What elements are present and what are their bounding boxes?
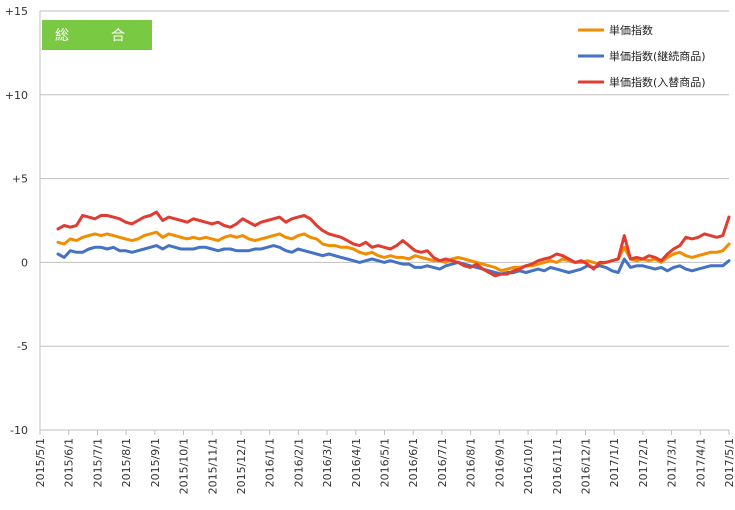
title-badge-background — [42, 20, 152, 50]
y-tick-label: +10 — [5, 89, 28, 102]
legend-label-3: 単価指数(入替商品) — [609, 75, 706, 89]
x-tick-label: 2017/5/1 — [723, 438, 735, 487]
x-tick-label: 2016/8/1 — [465, 438, 478, 487]
x-tick-label: 2015/10/1 — [178, 438, 191, 494]
x-tick-label: 2015/6/1 — [63, 438, 76, 487]
x-tick-label: 2016/1/1 — [264, 438, 277, 487]
y-axis-ticks: +15 +10 +5 0 -5 -10 — [5, 5, 28, 437]
legend-label-1: 単価指数 — [609, 23, 653, 37]
x-axis-ticks: 2015/5/1 2015/6/1 2015/7/1 2015/8/1 2015/9/1… — [34, 438, 735, 494]
x-tick-label: 2017/4/1 — [694, 438, 707, 487]
gridlines — [39, 10, 730, 435]
x-tick-label: 2016/2/1 — [292, 438, 305, 487]
series-line-3 — [56, 210, 731, 278]
x-tick-label: 2015/12/1 — [235, 438, 248, 494]
x-tick-label: 2016/12/1 — [579, 438, 592, 494]
y-tick-label: +5 — [12, 173, 28, 186]
x-tick-label: 2017/1/1 — [608, 438, 621, 487]
x-tick-label: 2015/8/1 — [120, 438, 133, 487]
y-tick-label: -10 — [10, 424, 28, 437]
x-tick-label: 2015/9/1 — [149, 438, 162, 487]
y-tick-label: -5 — [17, 340, 28, 353]
x-tick-label: 2015/5/1 — [34, 438, 47, 487]
y-tick-label: 0 — [21, 256, 28, 269]
legend-label-2: 単価指数(継続商品) — [609, 49, 706, 63]
x-tick-label: 2016/10/1 — [522, 438, 535, 494]
x-tick-label: 2016/6/1 — [407, 438, 420, 487]
x-tick-label: 2016/3/1 — [321, 438, 334, 487]
series-line-2 — [56, 244, 731, 276]
series-lines — [56, 210, 731, 278]
title-badge: 総 合 — [42, 20, 152, 50]
x-tick-label: 2016/9/1 — [493, 438, 506, 487]
x-tick-label: 2015/7/1 — [91, 438, 104, 487]
x-tick-label: 2015/11/1 — [206, 438, 219, 494]
x-tick-label: 2016/11/1 — [551, 438, 564, 494]
chart-title: 総 合 — [55, 28, 139, 44]
x-tick-label: 2016/7/1 — [436, 438, 449, 487]
y-tick-label: +15 — [5, 5, 28, 18]
x-tick-label: 2017/3/1 — [666, 438, 679, 487]
x-tick-label: 2016/4/1 — [350, 438, 363, 487]
x-tick-label: 2017/2/1 — [637, 438, 650, 487]
x-tick-label: 2016/5/1 — [379, 438, 392, 487]
